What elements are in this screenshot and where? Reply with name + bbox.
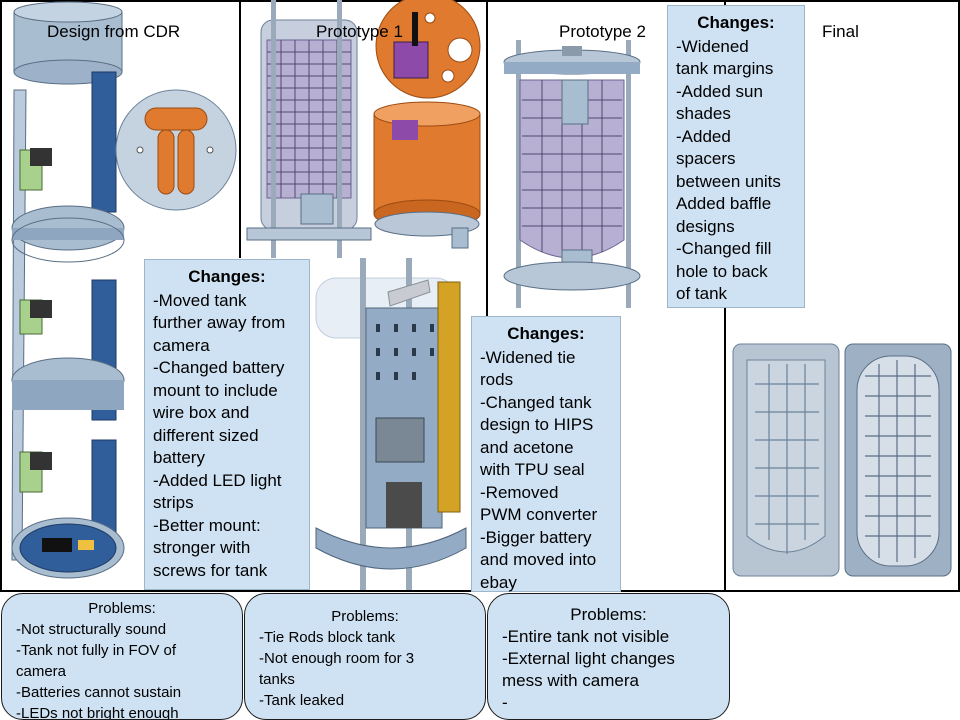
changes-line: mount to include	[153, 380, 278, 400]
problems-line: tanks	[259, 671, 295, 688]
changes-line: -Bigger battery	[480, 527, 592, 547]
changes-line: -Changed tank	[480, 392, 592, 412]
changes-line: tank margins	[676, 59, 774, 78]
changes-line: further away from	[153, 313, 286, 332]
divider-2	[486, 0, 488, 316]
problems-line: -Not structurally sound	[16, 621, 167, 638]
frame-top-border	[0, 0, 960, 2]
changes-line: ebay	[480, 572, 517, 592]
changes-line: PWM converter	[480, 505, 598, 524]
problems-line: -Batteries cannot sustain	[16, 684, 182, 701]
changes-line: screws for tank	[153, 560, 268, 580]
stage-title-cdr: Design from CDR	[47, 22, 181, 41]
changes-line: shades	[676, 104, 731, 123]
frame-right-border	[958, 0, 960, 592]
changes-line: design to HIPS	[480, 415, 594, 434]
problems-box-prototype-2: Problems: -Entire tank not visible -Exte…	[487, 593, 730, 720]
changes-note-cdr-to-p1: Changes: -Moved tank further away from c…	[144, 259, 310, 590]
changes-heading: Changes:	[697, 13, 775, 32]
stage-title-prototype-2: Prototype 2	[559, 22, 646, 41]
changes-line: -Removed	[480, 482, 559, 502]
problems-line: -	[502, 693, 508, 712]
problems-line: camera	[16, 663, 67, 680]
changes-line: spacers	[676, 149, 736, 168]
changes-line: camera	[153, 335, 210, 355]
stage-title-final: Final	[822, 22, 859, 41]
final-tanks-model	[732, 343, 952, 577]
problems-line: -Tank not fully in FOV of	[16, 642, 177, 659]
problems-line: -Tank leaked	[259, 692, 345, 709]
changes-line: -Added sun	[676, 81, 763, 101]
changes-line: -Added LED light	[153, 470, 282, 490]
changes-line: and moved into	[480, 550, 597, 569]
changes-line: different sized	[153, 425, 259, 445]
stage-title-prototype-1: Prototype 1	[316, 22, 403, 41]
prototype-1-mount-model	[315, 258, 467, 590]
problems-line: -Entire tank not visible	[502, 627, 670, 646]
changes-line: -Moved tank	[153, 290, 247, 310]
changes-line: -Added	[676, 126, 731, 146]
changes-heading: Changes:	[507, 324, 585, 343]
prototype-1-tank-model	[246, 0, 372, 258]
changes-note-p1-to-p2: Changes: -Widened tie rods -Changed tank…	[471, 316, 621, 592]
cdr-design-model	[11, 1, 237, 579]
problems-line: -LEDs not bright enough	[16, 705, 179, 720]
changes-line: -Better mount:	[153, 515, 261, 535]
frame-left-border	[0, 0, 2, 592]
changes-line: -Changed fill	[676, 239, 772, 258]
changes-line: -Changed battery	[153, 358, 285, 377]
changes-heading: Changes:	[188, 267, 266, 286]
changes-line: -Widened tie	[480, 347, 576, 367]
prototype-1-housing-model	[373, 101, 481, 249]
changes-line: hole to back	[676, 261, 768, 281]
changes-line: wire box and	[153, 403, 250, 422]
problems-line: mess with camera	[502, 671, 639, 690]
prototype-1-lid-model	[375, 0, 481, 99]
changes-line: -Widened	[676, 36, 749, 56]
changes-line: battery	[153, 448, 205, 467]
changes-line: Added baffle	[676, 194, 772, 213]
problems-line: -Tie Rods block tank	[259, 629, 396, 646]
problems-box-cdr: Problems: -Not structurally sound -Tank …	[1, 593, 243, 720]
problems-line: -Not enough room for 3	[259, 650, 415, 667]
changes-note-p2-to-final: Changes: -Widened tank margins -Added su…	[667, 5, 805, 308]
problems-heading: Problems:	[570, 605, 647, 624]
changes-line: rods	[480, 370, 514, 389]
changes-line: designs	[676, 216, 735, 236]
problems-box-prototype-1: Problems: -Tie Rods block tank -Not enou…	[244, 593, 486, 720]
problems-line: -External light changes	[502, 649, 675, 668]
divider-1	[239, 0, 241, 258]
changes-line: and acetone	[480, 437, 574, 457]
changes-line: between units	[676, 171, 781, 191]
problems-heading: Problems:	[88, 600, 156, 617]
changes-line: of tank	[676, 284, 728, 303]
problems-heading: Problems:	[331, 608, 399, 625]
changes-line: with TPU seal	[480, 460, 585, 479]
changes-line: stronger with	[153, 538, 251, 557]
prototype-2-model	[503, 40, 641, 308]
changes-line: strips	[153, 493, 194, 512]
